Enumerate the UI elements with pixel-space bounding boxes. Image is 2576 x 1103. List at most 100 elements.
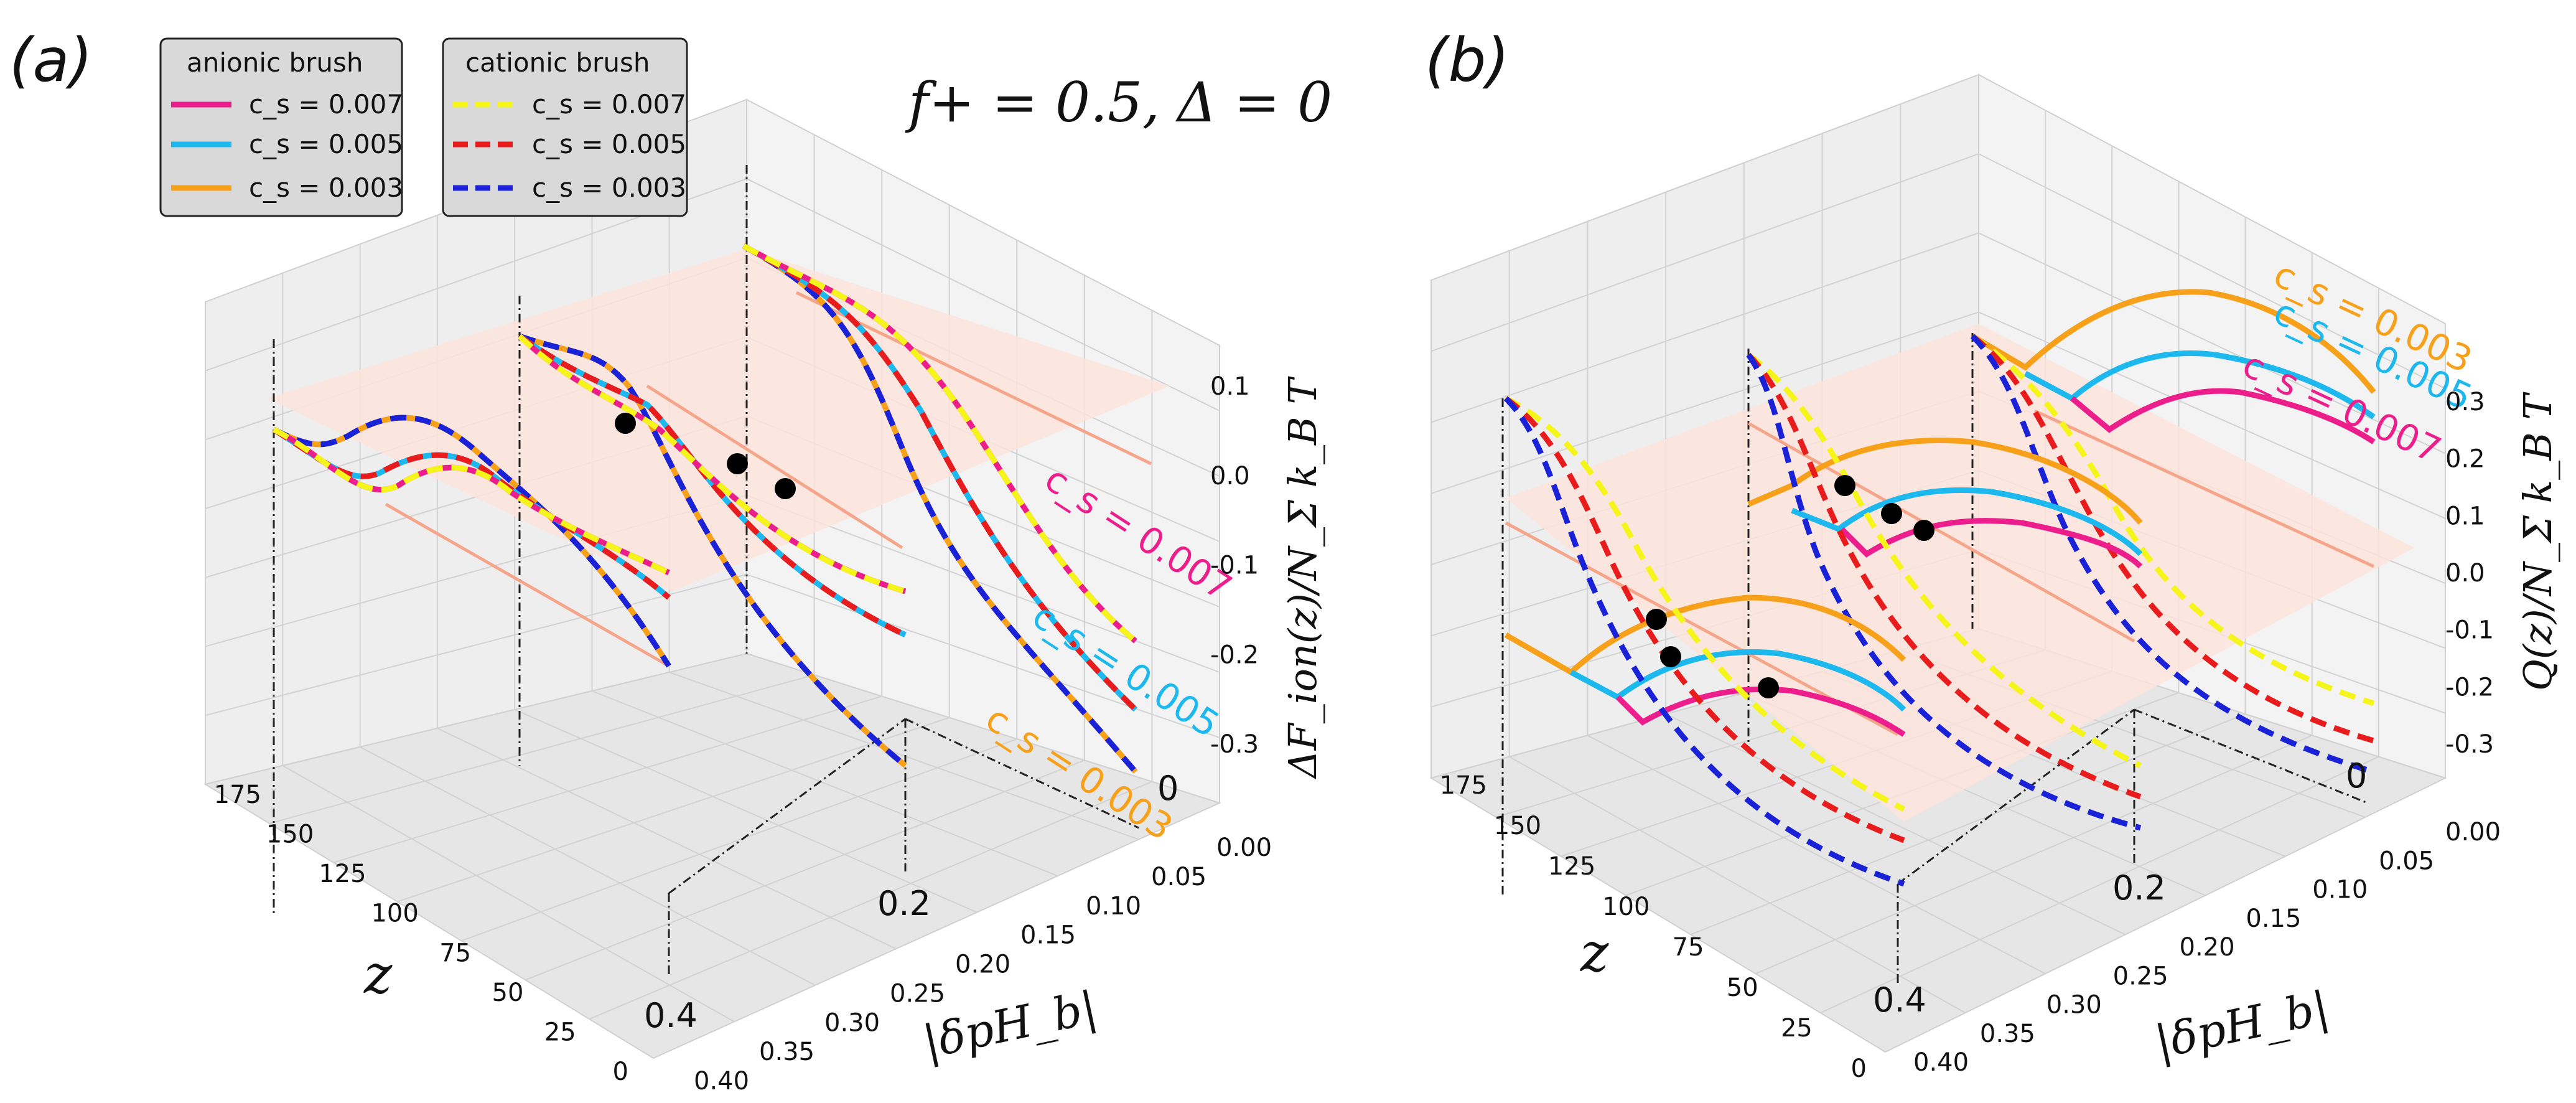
marker-b-3 bbox=[1913, 520, 1934, 541]
x-tick-label: 175 bbox=[1440, 771, 1487, 800]
z-tick-label: 0.0 bbox=[1210, 462, 1250, 490]
panel-a-y-ticks: 0.00 0.05 0.10 0.15 0.20 0.25 0.30 0.35 0.40 bbox=[694, 833, 1272, 1096]
panel-b-curves-slice-0 bbox=[1970, 289, 2376, 775]
panel-b-curves-slice-02 bbox=[1746, 352, 2143, 831]
marker-b-5 bbox=[1660, 646, 1681, 667]
curve-a1-orange-dash bbox=[518, 333, 907, 768]
panel-a-x-axis-title: z bbox=[363, 944, 393, 1006]
marker-b-6 bbox=[1758, 677, 1779, 698]
z-tick-label: 0.1 bbox=[2445, 502, 2485, 530]
marker-a-1 bbox=[615, 413, 636, 434]
curve-b1-pink bbox=[1839, 518, 2143, 569]
panel-b: c_s = 0.003 c_s = 0.005 c_s = 0.007 0 0.… bbox=[1425, 26, 2560, 1083]
y-tick-label: 0.10 bbox=[2312, 876, 2368, 904]
legend-anionic-entry-1: c_s = 0.007 bbox=[249, 89, 403, 120]
z-tick-label: 0.1 bbox=[1210, 372, 1250, 401]
grid-line bbox=[1430, 311, 2446, 519]
curve-b2-pink bbox=[1615, 686, 1906, 737]
y-tick-label: 0.30 bbox=[2046, 991, 2102, 1020]
panel-b-curves-slice-04 bbox=[1503, 395, 1906, 887]
legend-cationic-title: cationic brush bbox=[465, 47, 650, 78]
grid-line bbox=[1690, 713, 2246, 936]
x-tick-label: 0 bbox=[613, 1058, 628, 1086]
legend-anionic-title: anionic brush bbox=[187, 47, 363, 78]
marker-b-1 bbox=[1834, 475, 1855, 496]
grid-line bbox=[1430, 153, 2446, 390]
curve-a1-pink-dash bbox=[517, 334, 907, 594]
grid-line bbox=[1430, 232, 2446, 454]
panel-b-zero-plane bbox=[1506, 324, 2414, 822]
legend-cationic: cationic brush c_s = 0.007 c_s = 0.005 c… bbox=[442, 37, 688, 217]
panel-b-slice-label-02: 0.2 bbox=[2112, 868, 2166, 908]
panel-b-z-ticks: -0.3 -0.2 -0.1 0.0 0.1 0.2 0.3 bbox=[2445, 388, 2494, 759]
grid-line bbox=[397, 716, 950, 903]
curve-b0-cyan bbox=[2023, 350, 2376, 420]
x-tick-label: 50 bbox=[1727, 974, 1758, 1002]
panel-a-curves-slice-04 bbox=[272, 415, 671, 668]
curve-b1-cyan bbox=[1791, 487, 2143, 556]
grid-line bbox=[1587, 735, 2046, 975]
y-tick-label: 0.40 bbox=[694, 1067, 749, 1096]
x-tick-label: 125 bbox=[1548, 852, 1595, 881]
curve-b1-yellow bbox=[1747, 352, 2142, 769]
x-tick-label: 125 bbox=[319, 860, 366, 888]
grid-line bbox=[1665, 713, 2126, 936]
z-tick-label: -0.1 bbox=[2445, 616, 2494, 645]
curve-a0-pink-dash bbox=[742, 243, 1137, 644]
grid-line bbox=[282, 765, 735, 1023]
curve-a2-orange-dash bbox=[272, 415, 671, 668]
grid-line bbox=[461, 738, 1017, 942]
curve-b0-red bbox=[1971, 334, 2375, 744]
z-tick-label: 0.3 bbox=[2445, 388, 2485, 416]
grid-line bbox=[514, 709, 978, 913]
marker-a-3 bbox=[775, 478, 796, 499]
panel-b-x-axis-title: z bbox=[1580, 922, 1609, 984]
panel-a-curves-slice-0 bbox=[742, 243, 1138, 774]
x-tick-label: 0 bbox=[1851, 1054, 1867, 1083]
legend-cationic-entry-2: c_s = 0.005 bbox=[532, 129, 686, 159]
y-tick-label: 0.15 bbox=[1020, 921, 1076, 950]
z-tick-label: -0.3 bbox=[2445, 730, 2494, 759]
z-tick-label: -0.2 bbox=[1210, 641, 1259, 669]
curve-b2-cyan bbox=[1569, 649, 1906, 712]
x-tick-label: 150 bbox=[266, 820, 314, 849]
panel-a-z-axis-title: ΔF_ion(z)/N_Σ k_B T bbox=[1280, 376, 1325, 779]
marker-a-2 bbox=[727, 453, 748, 474]
panel-a-slice-label-02: 0.2 bbox=[877, 884, 931, 923]
curve-a2-pink-dash bbox=[272, 426, 670, 576]
panel-a-slice-lines bbox=[273, 165, 1139, 974]
z-tick-label: 0.2 bbox=[2445, 445, 2485, 474]
x-tick-label: 50 bbox=[492, 979, 524, 1007]
panel-a: c_s = 0.007 c_s = 0.005 c_s = 0.003 0 0.… bbox=[9, 26, 1332, 1096]
panel-a-floor-pane bbox=[203, 652, 1221, 1059]
curve-b2-blue bbox=[1503, 396, 1905, 887]
panel-b-z-axis-title: Q(z)/N_Σ k_B T bbox=[2515, 392, 2560, 691]
y-tick-label: 0.20 bbox=[2180, 933, 2235, 962]
panel-a-slice-label-0: 0 bbox=[1157, 769, 1178, 808]
grid-line bbox=[269, 674, 814, 824]
x-tick-label: 75 bbox=[439, 939, 471, 967]
curve-b2-red bbox=[1504, 396, 1905, 843]
panel-a-z-ticks: -0.3 -0.2 -0.1 0.0 0.1 bbox=[1210, 372, 1259, 759]
grid-line bbox=[589, 781, 1152, 1020]
y-tick-label: 0.00 bbox=[2445, 818, 2501, 847]
panel-b-slice-lines bbox=[1501, 333, 2368, 983]
curve-a0-orange-dash bbox=[742, 243, 1138, 774]
panel-b-y-axis-title: |δpH_b| bbox=[2150, 981, 2333, 1069]
z-tick-label: -0.3 bbox=[1210, 730, 1259, 759]
y-tick-label: 0.15 bbox=[2246, 904, 2301, 933]
panel-b-markers bbox=[1646, 475, 1934, 698]
grid-line bbox=[360, 746, 816, 986]
curve-b0-yellow bbox=[1971, 334, 2375, 706]
y-tick-label: 0.30 bbox=[824, 1008, 880, 1037]
panel-b-slice-label-04: 0.4 bbox=[1873, 980, 1926, 1020]
y-tick-label: 0.05 bbox=[1151, 863, 1206, 891]
panel-a-title: f+ = 0.5, Δ = 0 bbox=[905, 70, 1332, 134]
x-tick-label: 25 bbox=[1781, 1014, 1813, 1043]
x-tick-label: 175 bbox=[214, 781, 261, 809]
curve-b1-blue bbox=[1746, 353, 2142, 831]
x-tick-label: 25 bbox=[544, 1018, 576, 1046]
x-tick-label: 100 bbox=[1602, 893, 1650, 921]
